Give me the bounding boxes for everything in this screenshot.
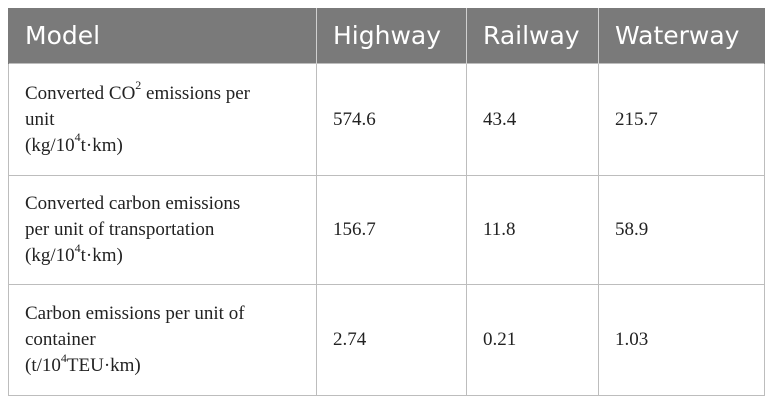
model-text: per unit of transportation [25, 219, 215, 240]
superscript: 2 [135, 78, 142, 93]
table-body: Converted CO2 emissions per unit (kg/104… [8, 63, 765, 396]
header-railway: Railway [466, 8, 599, 64]
highway-value: 156.7 [316, 175, 467, 285]
header-model: Model [8, 8, 317, 64]
unit-text: (kg/10 [25, 245, 75, 266]
model-cell: Carbon emissions per unit of container (… [8, 284, 317, 396]
superscript: 4 [60, 350, 67, 365]
superscript: 4 [74, 130, 81, 145]
model-text: Converted carbon emissions [25, 193, 241, 214]
superscript: 4 [74, 240, 81, 255]
railway-value: 11.8 [466, 175, 599, 285]
table-header: Model Highway Railway Waterway [8, 8, 765, 64]
model-text: Converted CO [25, 82, 136, 104]
model-cell: Converted CO2 emissions per unit (kg/104… [8, 63, 317, 176]
emissions-table-container: Model Highway Railway Waterway Converted… [8, 8, 765, 396]
unit-text: TEU·km) [66, 355, 141, 376]
model-text: unit [25, 108, 55, 130]
waterway-value: 215.7 [598, 63, 765, 176]
emissions-table: Model Highway Railway Waterway Converted… [8, 8, 765, 396]
unit-text: (t/10 [25, 355, 61, 376]
table-row: Carbon emissions per unit of container (… [8, 284, 765, 396]
waterway-value: 1.03 [598, 284, 765, 396]
header-row: Model Highway Railway Waterway [8, 8, 765, 64]
model-text: container [25, 329, 96, 350]
model-text: emissions per [141, 82, 251, 104]
unit-text: (kg/10 [25, 134, 75, 156]
highway-value: 2.74 [316, 284, 467, 396]
model-cell: Converted carbon emissions per unit of t… [8, 175, 317, 285]
unit-text: t·km) [80, 134, 123, 156]
unit-text: t·km) [80, 245, 123, 266]
table-row: Converted CO2 emissions per unit (kg/104… [8, 63, 765, 176]
waterway-value: 58.9 [598, 175, 765, 285]
railway-value: 0.21 [466, 284, 599, 396]
model-text: Carbon emissions per unit of [25, 303, 245, 324]
railway-value: 43.4 [466, 63, 599, 176]
highway-value: 574.6 [316, 63, 467, 176]
header-highway: Highway [316, 8, 467, 64]
table-row: Converted carbon emissions per unit of t… [8, 175, 765, 285]
header-waterway: Waterway [598, 8, 765, 64]
